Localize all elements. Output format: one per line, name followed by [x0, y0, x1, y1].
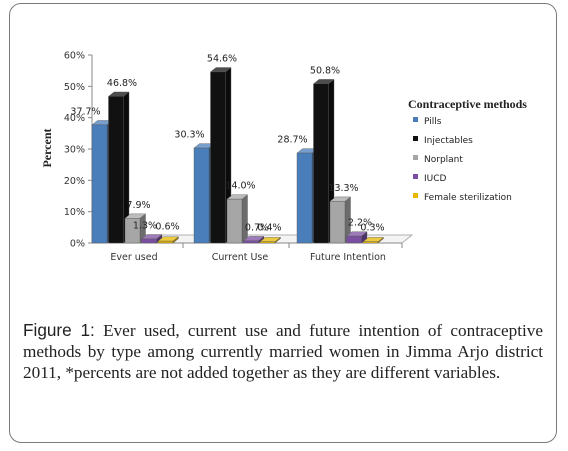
data-label: 30.3%	[174, 130, 204, 141]
bar-front	[124, 218, 141, 244]
data-label: 54.6%	[207, 54, 237, 65]
data-label: 1.3%	[133, 221, 157, 232]
y-tick-label: 10%	[64, 207, 85, 218]
legend-swatch	[413, 117, 418, 122]
y-tick-label: 50%	[64, 82, 85, 93]
bar-front	[210, 71, 226, 244]
bar-front	[313, 83, 329, 244]
data-label: 0.7%	[245, 222, 269, 233]
bar-front	[296, 152, 313, 244]
x-tick-label: Current Use	[212, 252, 269, 263]
data-label: 7.9%	[126, 200, 150, 211]
bar-front	[362, 241, 379, 244]
bar-injectables	[107, 91, 130, 244]
data-label: 0.3%	[360, 222, 384, 233]
data-label: 13.3%	[328, 183, 358, 194]
legend-swatch	[413, 155, 418, 160]
figure-caption: Figure 1: Ever used, current use and fut…	[23, 320, 543, 383]
y-axis-label: Percent	[40, 128, 54, 167]
legend-label: Injectables	[424, 136, 473, 146]
figure-label: Figure 1:	[23, 320, 95, 340]
legend-swatch	[413, 193, 418, 198]
bar-front	[108, 96, 124, 244]
legend-label: IUCD	[424, 174, 447, 184]
bar-front	[193, 147, 210, 244]
data-labels: 37.7% 46.8% 7.9% 1.3%0.6% 30.3% 54.6% 14.0% 0.7…	[70, 54, 384, 234]
legend-label: Pills	[424, 117, 442, 127]
data-label: 46.8%	[107, 78, 137, 89]
x-tick-label: Ever used	[110, 252, 157, 263]
bar-iucd	[345, 231, 368, 244]
bar-female-sterilization	[259, 236, 282, 244]
y-tick-label: 20%	[64, 176, 85, 187]
bar-female-sterilization	[362, 236, 385, 244]
y-tick-label: 40%	[64, 113, 85, 124]
bar-front	[141, 238, 157, 244]
legend-title: Contraceptive methods	[408, 97, 527, 111]
bar-iucd	[242, 235, 265, 244]
x-tick-label: Future Intention	[310, 252, 386, 263]
bar-front	[259, 241, 276, 244]
data-label: 28.7%	[277, 135, 307, 146]
chart: 0% 10% 20% 30% 40% 50% 60% Ever used Current Use…	[40, 51, 527, 264]
caption-text: Ever used, current use and future intent…	[23, 321, 543, 382]
figure-frame	[9, 3, 557, 443]
data-label: 2.2%	[348, 218, 372, 229]
y-tick-label: 0%	[70, 239, 85, 250]
data-label: 0.6%	[155, 222, 179, 233]
data-label: 50.8%	[310, 65, 340, 76]
bar-norplant	[226, 194, 249, 244]
legend-label: Female sterilization	[424, 193, 512, 203]
y-tick-label: 60%	[64, 51, 85, 62]
legend: Pills Injectables Norplant IUCD Female steri…	[413, 117, 512, 203]
data-label: 37.7%	[70, 106, 100, 117]
bar-iucd	[140, 234, 163, 244]
bar-front	[346, 235, 362, 244]
data-label: 0.4%	[257, 222, 281, 233]
bar-front	[226, 198, 243, 244]
y-tick-label: 30%	[64, 145, 85, 156]
legend-swatch	[413, 136, 418, 141]
bar-front	[157, 240, 174, 244]
bar-front	[91, 124, 108, 244]
bar-norplant	[329, 196, 352, 244]
data-label: 14.0%	[225, 181, 255, 192]
bar-side	[241, 194, 248, 244]
bar-female-sterilization	[157, 236, 180, 244]
bars	[91, 67, 385, 244]
bar-front	[243, 240, 259, 244]
bar-front	[329, 201, 346, 244]
legend-label: Norplant	[424, 155, 463, 165]
legend-swatch	[413, 174, 418, 179]
